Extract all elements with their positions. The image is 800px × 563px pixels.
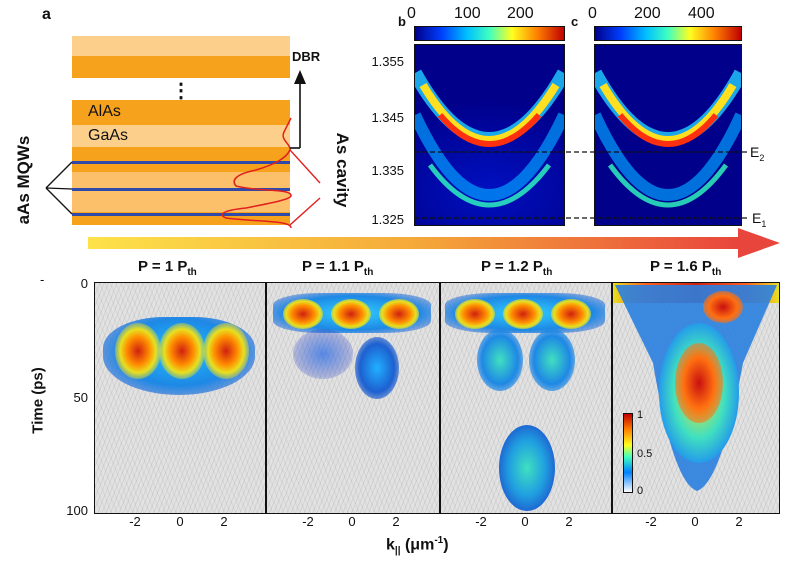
colorbar-c-tick-0: 0 [588, 5, 597, 22]
energy-lines [414, 151, 750, 219]
dispersion-map-c [594, 44, 742, 226]
cavity-inner [72, 172, 290, 212]
cavity-leaders [290, 149, 321, 226]
time-panel-4 [612, 282, 780, 514]
dbr-arrow [290, 70, 306, 149]
cbar-small-tick-05: 0.5 [637, 448, 653, 460]
time-panel-1 [94, 282, 266, 514]
mqw-label: aAs MQWs [14, 135, 33, 225]
colorbar-c-tick-1: 200 [634, 5, 661, 22]
xtick-p1-a: -2 [129, 514, 141, 529]
colorbar-c-tick-2: 400 [688, 5, 715, 22]
xtick-p3-b: 0 [521, 514, 529, 529]
dbr-label: DBR [292, 49, 321, 64]
time-tick-1: 50 [73, 390, 88, 405]
panel-c-label: c [571, 14, 579, 29]
panel-title-1: P = 1 Pth [138, 258, 197, 278]
time-panel-2 [266, 282, 440, 514]
cbar-small-tick-0: 0 [637, 485, 644, 497]
dispersion-map-b [414, 44, 565, 226]
xtick-p3-c: 2 [565, 514, 573, 529]
quantum-well-2 [72, 188, 290, 191]
quantum-well-1 [72, 161, 290, 164]
xtick-p3-a: -2 [475, 514, 487, 529]
power-arrow-shaft [88, 237, 740, 249]
xtick-p2-a: -2 [302, 514, 314, 529]
e2-label: E2 [750, 144, 765, 163]
xtick-p1-b: 0 [176, 514, 184, 529]
xtick-p2-b: 0 [348, 514, 356, 529]
panel-title-3: P = 1.2 Pth [481, 258, 553, 278]
alas-layer [72, 100, 290, 125]
cavity-label: As cavity [333, 132, 352, 208]
quantum-well-3 [72, 213, 290, 216]
xtick-p2-c: 2 [392, 514, 400, 529]
time-tick-0: 0 [80, 276, 88, 291]
time-panel-3 [440, 282, 612, 514]
time-tick-2: 100 [66, 503, 88, 518]
xtick-p4-c: 2 [735, 514, 743, 529]
gaas-label: GaAs [88, 127, 129, 144]
energy-tick-0: 1.355 [371, 54, 404, 69]
colorbar-small [623, 413, 633, 493]
k-axis-label: k|| (μm-1) [386, 535, 449, 557]
panel-title-2: P = 1.1 Pth [302, 258, 374, 278]
power-arrow-head [738, 228, 780, 258]
panel-title-4: P = 1.6 Pth [650, 258, 722, 278]
energy-tick-1: 1.345 [371, 110, 404, 125]
xtick-p4-a: -2 [645, 514, 657, 529]
panel-a-label: a [42, 6, 51, 23]
alas-label: AlAs [88, 103, 121, 120]
panel-b-label: b [398, 14, 406, 29]
xtick-p1-c: 2 [220, 514, 228, 529]
ellipsis: ⋮ [171, 80, 191, 102]
dbr-layer-2 [72, 56, 290, 78]
colorbar-b [414, 26, 565, 41]
mqw-bracket [45, 161, 73, 215]
mode-profile [221, 117, 292, 229]
colorbar-b-tick-1: 100 [454, 5, 481, 22]
cbar-small-tick-1: 1 [637, 409, 644, 421]
colorbar-c [594, 26, 742, 41]
xtick-p4-b: 0 [691, 514, 699, 529]
energy-tick-3: 1.325 [371, 212, 404, 227]
colorbar-b-tick-2: 200 [507, 5, 534, 22]
colorbar-b-tick-0: 0 [407, 5, 416, 22]
energy-tick-2: 1.335 [371, 163, 404, 178]
dbr-layer-1 [72, 36, 290, 56]
e1-label: E1 [752, 210, 767, 229]
gaas-layer [72, 125, 290, 147]
corner-mark: - [40, 272, 45, 287]
